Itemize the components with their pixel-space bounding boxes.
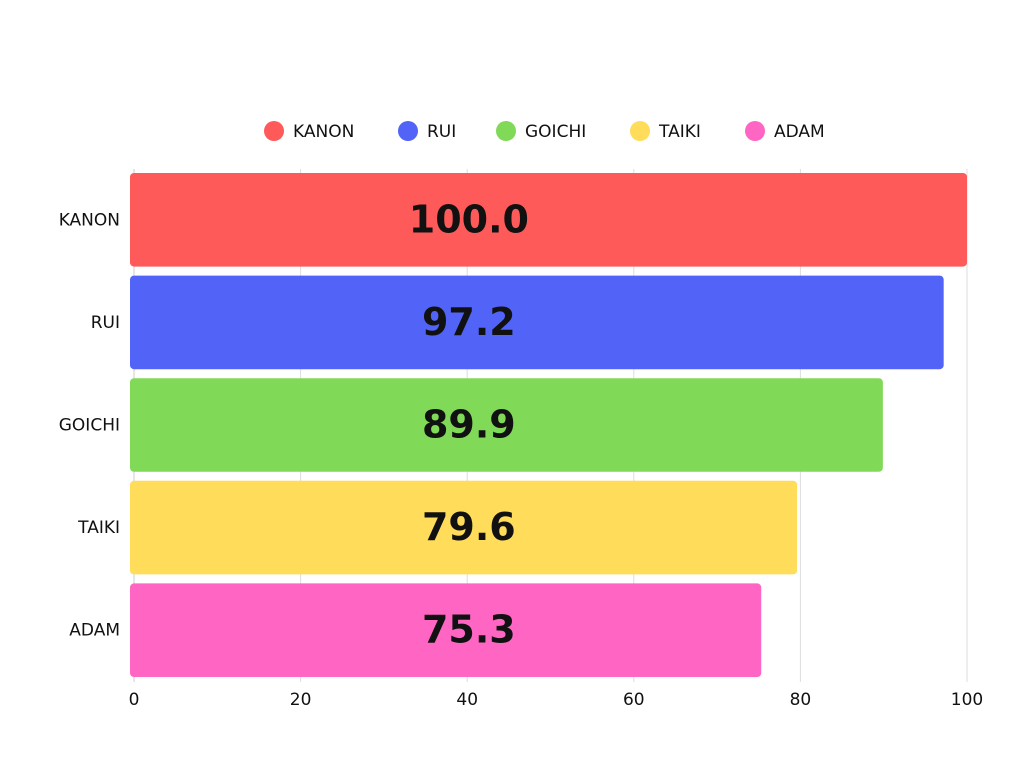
bar [130,480,798,575]
y-tick-label: KANON [59,210,120,230]
value-label: 97.2 [422,300,516,344]
y-tick-label: RUI [91,313,120,333]
y-tick-label: ADAM [69,621,120,641]
x-tick-label: 0 [129,690,140,710]
x-tick-label: 20 [290,690,312,710]
x-tick-label: 40 [456,690,478,710]
legend-label: KANON [293,122,354,142]
bar [130,583,762,677]
legend-swatch [398,121,418,141]
legend-swatch [496,121,516,141]
legend-swatch [630,121,650,141]
bar [130,173,967,267]
legend-label: RUI [427,122,456,142]
x-tick-label: 80 [790,690,812,710]
value-label: 89.9 [422,403,516,447]
legend-swatch [264,121,284,141]
y-tick-label: TAIKI [77,518,120,538]
legend-swatch [745,121,765,141]
legend-label: GOICHI [525,122,586,142]
legend-label: TAIKI [658,122,701,142]
x-tick-label: 60 [623,690,645,710]
bar [130,275,944,370]
y-tick-label: GOICHI [59,416,120,436]
value-label: 79.6 [422,505,516,549]
x-tick-label: 100 [951,690,983,710]
value-label: 75.3 [422,608,516,652]
bar [130,378,883,472]
value-label: 100.0 [409,197,529,241]
legend-label: ADAM [774,122,825,142]
